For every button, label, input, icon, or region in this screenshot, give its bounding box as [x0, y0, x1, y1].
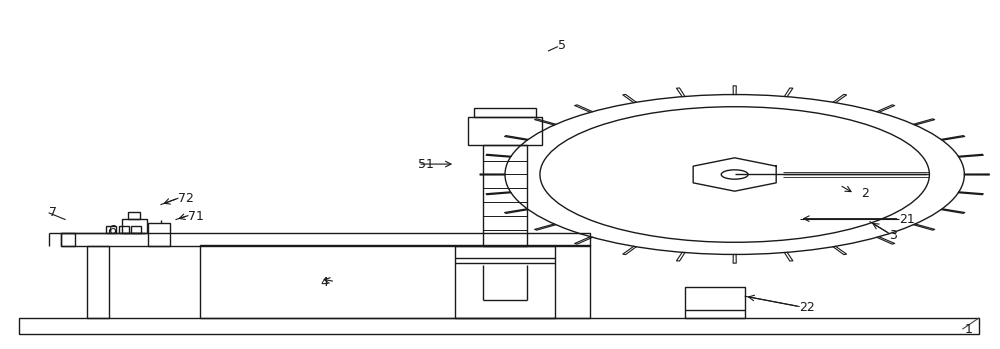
Text: 51: 51 [418, 157, 434, 171]
Text: 22: 22 [800, 301, 815, 314]
Bar [468, 117, 542, 145]
Bar [61, 232, 75, 246]
Bar [685, 287, 745, 318]
Bar [131, 226, 141, 232]
Text: 7: 7 [49, 206, 57, 219]
Text: 4: 4 [320, 276, 328, 289]
Bar [200, 245, 590, 318]
Bar [455, 246, 555, 318]
Bar [122, 218, 147, 232]
Text: 2: 2 [861, 187, 869, 200]
Bar [19, 318, 979, 334]
Bar [119, 226, 129, 232]
Text: 1: 1 [964, 323, 972, 336]
Bar [474, 109, 536, 117]
Text: 5: 5 [558, 39, 566, 52]
Bar [106, 226, 116, 232]
Bar [148, 223, 170, 246]
Bar [128, 212, 140, 218]
Text: 21: 21 [899, 213, 915, 226]
Text: 6: 6 [109, 224, 116, 237]
Text: 3: 3 [889, 229, 897, 242]
Bar [87, 246, 109, 318]
Bar [61, 232, 590, 246]
Text: 72: 72 [178, 192, 194, 205]
Text: 71: 71 [188, 210, 204, 223]
Bar [483, 145, 527, 246]
